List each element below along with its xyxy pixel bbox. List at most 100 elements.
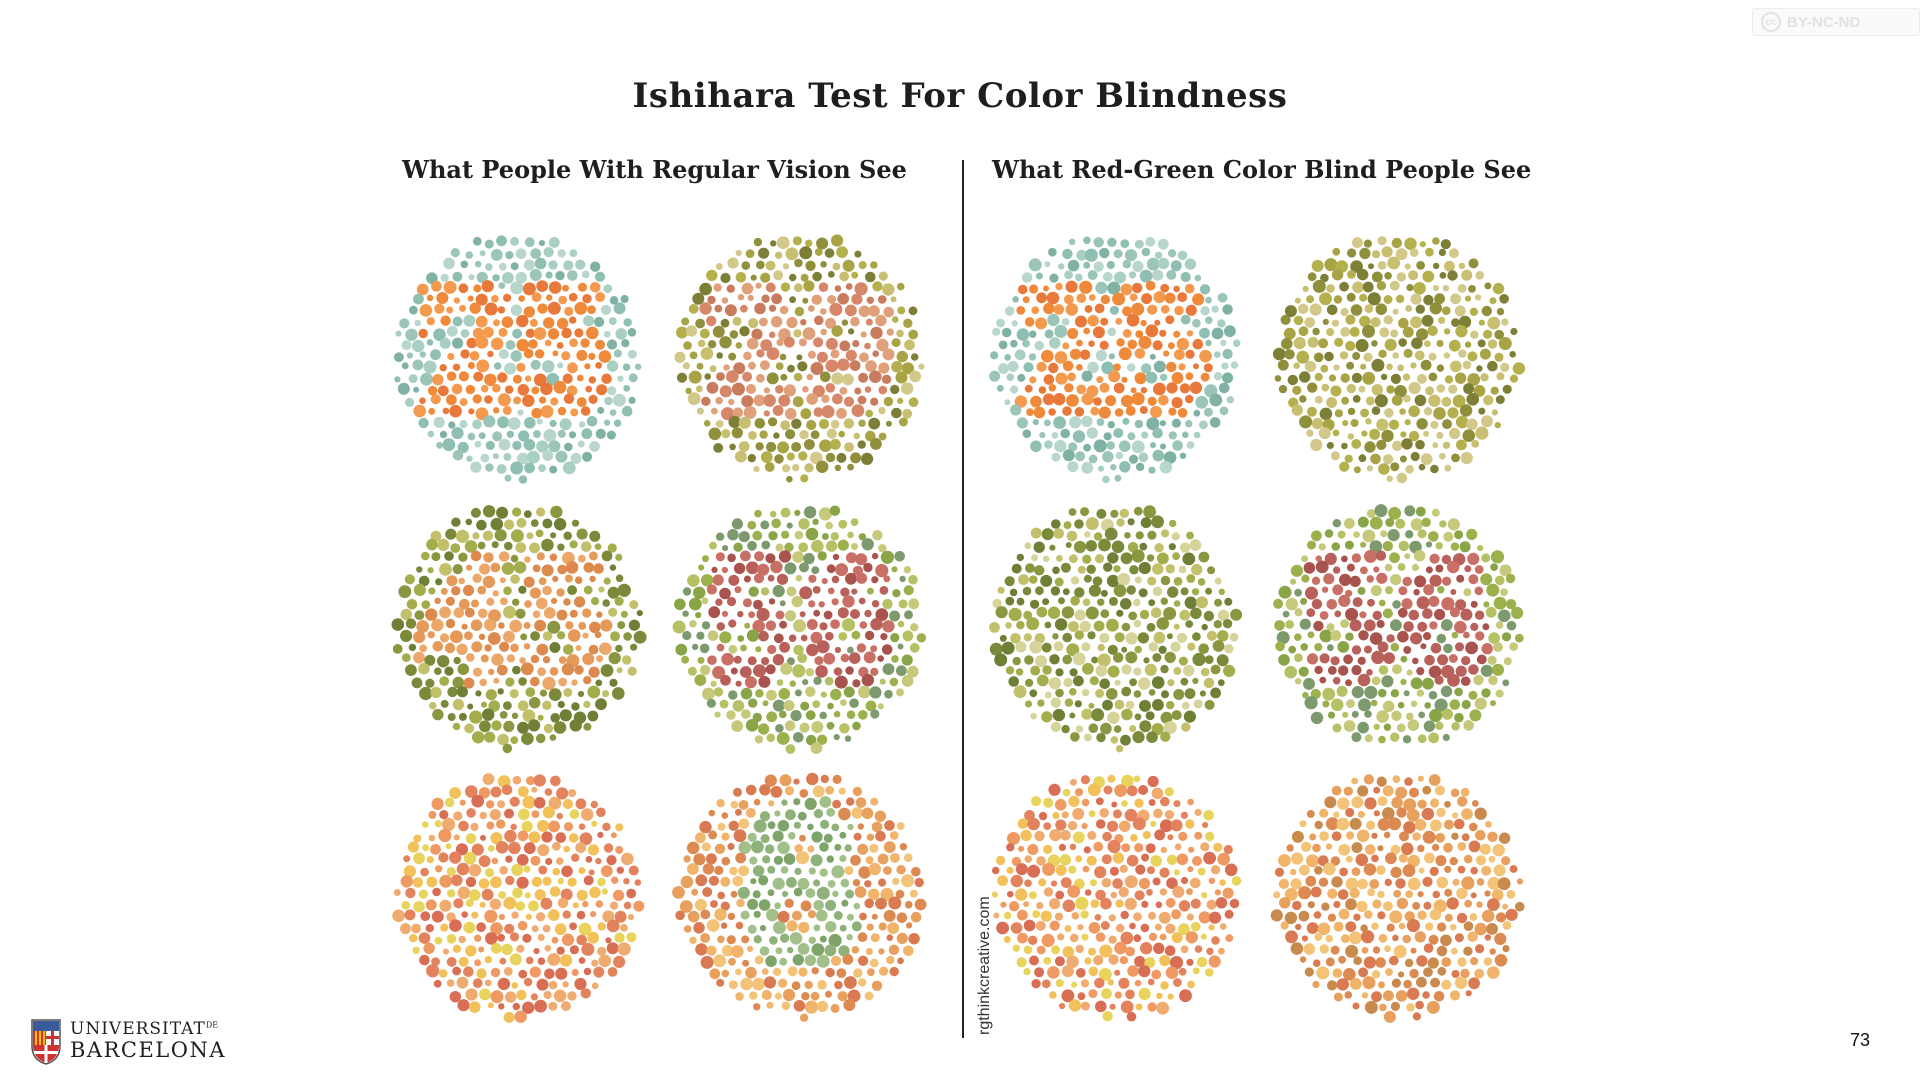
plate-dot-figure [563, 598, 571, 606]
plate-dot [716, 352, 723, 359]
plate-dot [884, 820, 895, 831]
plate-dot-figure [436, 292, 449, 304]
plate-dot [857, 823, 864, 830]
plate-dot [485, 800, 495, 809]
plate-dot-figure [1315, 560, 1329, 574]
plate-dot-figure [746, 561, 759, 575]
plate-dot [879, 678, 886, 685]
plate-dot [395, 330, 402, 337]
plate-dot-figure [820, 819, 830, 830]
plate-dot-figure [439, 633, 450, 643]
plate-dot [714, 865, 724, 876]
plate-dot-figure [752, 865, 765, 877]
plate-dot [858, 866, 871, 879]
plate-dot [1015, 668, 1024, 676]
plate-dot [1293, 362, 1300, 370]
plate-dot [733, 542, 743, 552]
plate-dot [1387, 256, 1401, 270]
plate-dot [836, 246, 848, 258]
plate-dot-figure [721, 610, 729, 618]
plate-dot-figure [1359, 611, 1367, 619]
plate-dot-figure [742, 371, 753, 382]
plate-dot [675, 643, 688, 656]
plate-dot [1089, 879, 1098, 887]
plate-dot [1327, 888, 1338, 899]
colorblind-heading: What Red-Green Color Blind People See [992, 155, 1532, 184]
plate-dot-figure [765, 620, 777, 631]
plate-dot [1416, 373, 1427, 384]
plate-dot [1372, 946, 1381, 954]
plate-dot-figure [1357, 673, 1371, 687]
plate-dot [1404, 553, 1411, 560]
plate-dot-figure [1088, 294, 1096, 301]
plate-dot [777, 910, 790, 923]
plate-dot [1184, 688, 1196, 699]
plate-dot-figure [1408, 609, 1420, 621]
plate-dot [474, 440, 482, 448]
plate-dot [735, 808, 742, 816]
plate-dot-figure [788, 832, 796, 840]
plate-dot [465, 988, 478, 1001]
plate-dot [1001, 641, 1015, 655]
plate-dot [738, 416, 751, 429]
plate-dot [1392, 308, 1399, 315]
plate-dot-figure [747, 898, 759, 910]
plate-dot-figure [445, 618, 456, 629]
plate-dot [1495, 912, 1507, 923]
plate-dot [550, 505, 563, 519]
plate-dot [1028, 353, 1037, 361]
plate-dot-figure [799, 611, 806, 618]
plate-dot [797, 361, 808, 372]
plate-dot [1506, 620, 1517, 631]
plate-dot [904, 900, 913, 909]
plate-dot-figure [1035, 317, 1048, 330]
plate-dot [1351, 732, 1362, 743]
plate-dot [1476, 901, 1483, 908]
plate-dot-figure [1160, 305, 1170, 314]
plate-dot [521, 820, 533, 833]
plate-dot [484, 239, 494, 249]
plate-dot [1124, 249, 1138, 262]
plate-dot [1014, 349, 1026, 361]
plate-dot [1347, 270, 1356, 279]
plate-dot [557, 631, 566, 640]
plate-dot [1410, 518, 1423, 531]
plate-dot [1331, 319, 1340, 327]
plate-dot [785, 247, 799, 261]
plate-dot [1278, 585, 1292, 599]
plate-dot-figure [840, 878, 850, 888]
plate-dot [444, 666, 454, 676]
plate-dot [1138, 987, 1151, 1001]
plate-dot [476, 519, 487, 531]
plate-dot [1390, 642, 1400, 652]
plate-dot-figure [769, 936, 778, 945]
plate-dot [622, 363, 631, 371]
plate-dot [776, 732, 790, 745]
plate-dot-figure [740, 910, 750, 920]
plate-dot-figure [549, 667, 559, 676]
plate-dot [735, 342, 743, 349]
plate-dot [1278, 654, 1290, 666]
plate-dot-figure [849, 360, 861, 371]
plate-dot-figure [557, 406, 567, 416]
plate-dot [530, 359, 541, 370]
plate-colorblind-8 [1273, 504, 1524, 744]
plate-dot [1173, 800, 1181, 808]
plate-dot [1075, 725, 1084, 733]
plate-dot-figure [721, 652, 734, 666]
plate-dot [991, 866, 1000, 875]
plate-dot-figure [856, 643, 867, 653]
plate-dot-figure [870, 618, 883, 631]
plate-dot-figure [753, 910, 761, 918]
plate-dot [435, 578, 443, 586]
plate-dot-figure [823, 610, 833, 620]
plate-dot-figure [1083, 327, 1091, 335]
plate-dot [1414, 350, 1425, 361]
plate-dot [413, 386, 420, 393]
plate-dot [518, 585, 527, 594]
plate-dot [446, 325, 458, 337]
plate-dot-figure [1163, 350, 1170, 357]
plate-dot [1144, 957, 1156, 968]
plate-dot [1042, 598, 1050, 606]
plate-dot [606, 360, 619, 372]
